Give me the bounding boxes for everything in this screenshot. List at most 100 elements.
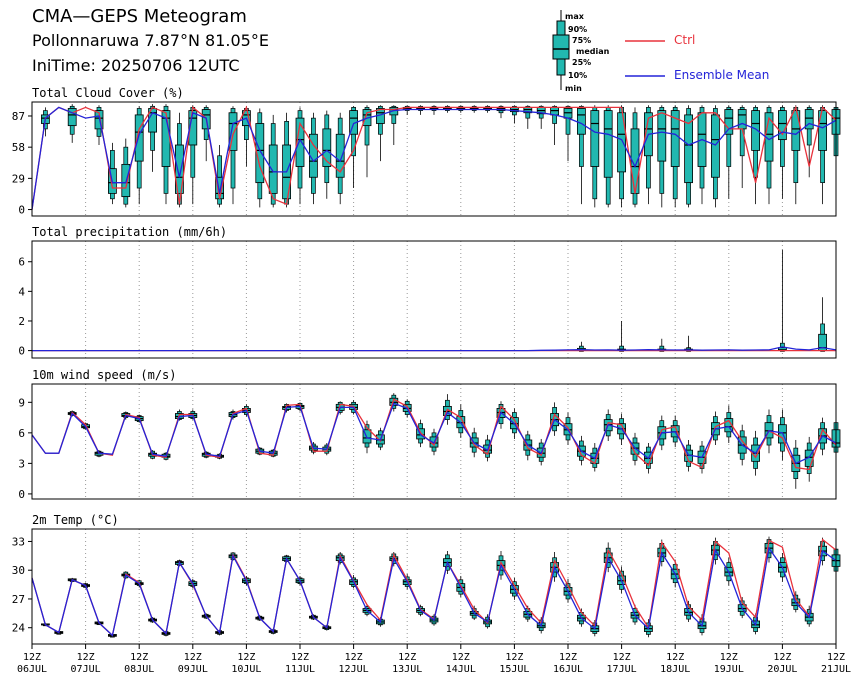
box-plot: [174, 112, 184, 208]
box-plot: [550, 105, 559, 146]
box-plot: [308, 112, 318, 205]
box-iqr: [791, 110, 801, 151]
x-tick-label-date: 12JUL: [339, 664, 369, 675]
legend-p75-label: 75%: [572, 36, 592, 45]
box-upper: [445, 399, 450, 407]
box-iqr: [724, 109, 734, 135]
box-lower: [713, 434, 718, 441]
box-lower: [217, 198, 222, 205]
box-plot: [241, 106, 251, 167]
box-plot: [335, 112, 345, 205]
box-upper: [458, 410, 464, 417]
box-plot: [818, 297, 827, 352]
box-plot: [630, 432, 640, 466]
panel-frame: [31, 528, 837, 645]
box-upper: [659, 107, 665, 111]
box-lower: [458, 590, 464, 595]
x-tick-label-date: 06JUL: [17, 664, 47, 675]
box-upper: [538, 442, 544, 449]
x-tick-label-time: 12Z: [237, 652, 255, 663]
x-tick-label-time: 12Z: [398, 652, 416, 663]
box-lower: [485, 623, 490, 628]
panel-title: 2m Temp (°C): [32, 513, 119, 527]
box-lower: [163, 166, 169, 194]
box-upper: [525, 434, 531, 441]
x-tick-label-time: 12Z: [184, 652, 202, 663]
box-lower: [69, 125, 75, 135]
y-tick-label: 58: [12, 141, 25, 154]
box-lower: [686, 182, 691, 205]
box-lower: [378, 123, 383, 135]
box-plot: [322, 110, 332, 199]
box-upper: [163, 105, 169, 111]
box-lower: [512, 428, 517, 434]
box-lower: [820, 442, 825, 450]
box-upper: [136, 108, 142, 116]
box-lower: [538, 456, 544, 462]
x-tick-label-date: 14JUL: [446, 664, 476, 675]
box-lower: [780, 139, 785, 167]
box-lower: [270, 632, 276, 634]
legend-ctrl-label: Ctrl: [674, 33, 696, 47]
box-plot: [711, 105, 720, 208]
box-lower: [391, 114, 397, 124]
box-lower: [96, 128, 102, 137]
box-lower: [418, 612, 423, 615]
box-lower: [579, 133, 584, 167]
box-upper: [672, 107, 678, 111]
box-upper: [592, 447, 598, 454]
ctrl-series-line: [31, 398, 837, 471]
box-lower: [565, 434, 571, 441]
box-lower: [632, 617, 638, 623]
x-tick-label-time: 12Z: [23, 652, 41, 663]
box-lower: [56, 633, 62, 635]
box-lower: [672, 166, 678, 200]
box-lower: [672, 436, 678, 443]
legend: max 90% 75% median 25% 10% min Ctrl Ense…: [550, 8, 850, 98]
box-upper: [766, 107, 772, 114]
box-plot: [603, 105, 613, 208]
box-plot: [778, 409, 787, 461]
box-lower: [739, 452, 745, 460]
box-iqr: [711, 114, 720, 178]
box-lower: [766, 160, 772, 189]
box-upper: [498, 555, 504, 561]
box-lower: [512, 592, 517, 597]
box-lower: [579, 455, 584, 461]
box-upper: [820, 422, 825, 430]
x-tick-label-date: 21JUL: [821, 664, 851, 675]
box-upper: [619, 418, 624, 425]
box-lower: [297, 166, 303, 189]
x-tick-label-time: 12Z: [666, 652, 684, 663]
box-plot: [617, 320, 626, 352]
box-lower: [471, 446, 477, 453]
x-tick-label-date: 07JUL: [71, 664, 101, 675]
box-iqr: [134, 114, 144, 162]
y-tick-label: 27: [12, 593, 25, 606]
box-iqr: [590, 110, 600, 167]
box-lower: [552, 425, 557, 432]
box-upper: [699, 107, 705, 114]
box-upper: [418, 423, 423, 430]
x-tick-label-time: 12Z: [291, 652, 309, 663]
box-lower: [150, 455, 155, 459]
chart-title: CMA—GEPS Meteogram: [32, 6, 247, 27]
box-lower: [632, 453, 638, 461]
legend-max-label: max: [565, 12, 584, 21]
box-upper: [726, 562, 732, 568]
box-lower: [512, 111, 517, 116]
box-lower: [150, 131, 155, 151]
box-upper: [297, 110, 303, 119]
box-upper: [565, 417, 571, 425]
box-lower: [364, 612, 370, 615]
box-lower: [646, 631, 651, 635]
box-lower: [699, 628, 705, 633]
box-lower: [324, 628, 330, 630]
box-lower: [471, 614, 477, 619]
box-lower: [699, 166, 705, 189]
x-tick-label-date: 13JUL: [392, 664, 422, 675]
box-lower: [525, 616, 531, 620]
box-lower: [780, 571, 785, 578]
box-lower: [605, 430, 611, 437]
x-tick-label-date: 16JUL: [553, 664, 583, 675]
